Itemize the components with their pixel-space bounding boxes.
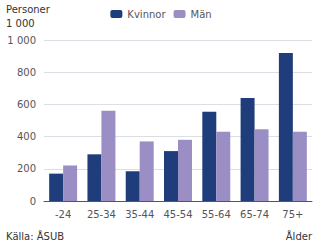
svg-text:45-54: 45-54 [163, 209, 192, 220]
svg-text:600: 600 [17, 99, 36, 110]
svg-text:0: 0 [30, 196, 36, 207]
svg-text:35-44: 35-44 [125, 209, 154, 220]
svg-text:1 000: 1 000 [6, 18, 35, 29]
svg-text:1 000: 1 000 [7, 35, 36, 46]
svg-text:Män: Män [191, 9, 212, 20]
svg-text:65-74: 65-74 [240, 209, 269, 220]
svg-text:75+: 75+ [282, 209, 303, 220]
svg-text:400: 400 [17, 131, 36, 142]
svg-text:200: 200 [17, 163, 36, 174]
svg-text:-24: -24 [55, 209, 71, 220]
svg-text:800: 800 [17, 67, 36, 78]
svg-text:Källa: ÅSUB: Källa: ÅSUB [6, 230, 64, 242]
svg-text:Kvinnor: Kvinnor [127, 9, 166, 20]
svg-text:25-34: 25-34 [87, 209, 116, 220]
svg-text:55-64: 55-64 [202, 209, 231, 220]
svg-text:Personer: Personer [6, 4, 51, 15]
svg-text:Ålder: Ålder [286, 230, 313, 242]
